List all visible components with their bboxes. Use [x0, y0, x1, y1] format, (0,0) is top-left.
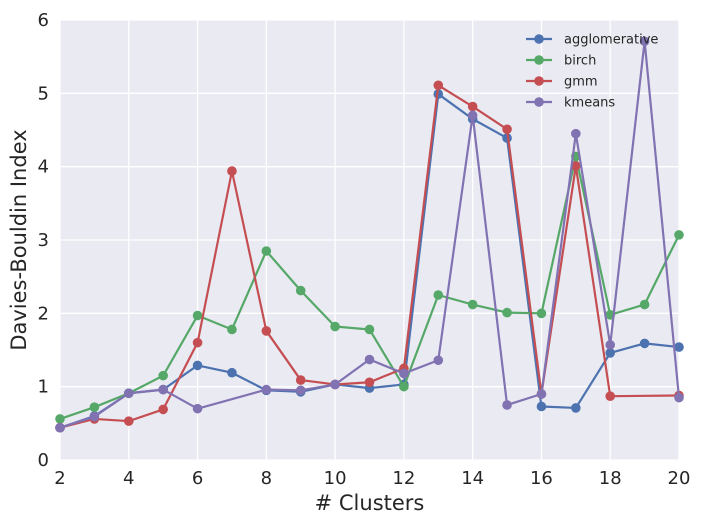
gmm-point: [227, 166, 237, 176]
kmeans-point: [467, 110, 478, 121]
kmeans-point: [674, 392, 684, 403]
gmm-point: [364, 377, 375, 388]
birch-point: [536, 308, 547, 319]
kmeans-point: [605, 340, 616, 350]
y-tick-label: 3: [38, 230, 49, 251]
birch-point: [295, 285, 306, 296]
kmeans-line: [59, 40, 681, 429]
birch-point: [227, 324, 237, 335]
kmeans-point: [364, 354, 375, 365]
legend-label: gmm: [564, 75, 598, 90]
agglomerative-point: [639, 338, 650, 349]
x-tick-label: 14: [461, 468, 484, 489]
series-kmeans: [55, 36, 684, 433]
gmm-point: [502, 124, 512, 135]
kmeans-point: [536, 389, 547, 399]
birch-point: [502, 307, 512, 318]
birch-point: [639, 299, 650, 310]
x-tick-label: 20: [668, 468, 691, 489]
kmeans-point: [433, 355, 444, 366]
agglomerative-point: [571, 403, 581, 413]
legend-marker: [534, 34, 544, 44]
y-tick-label: 4: [38, 157, 49, 178]
x-tick-label: 8: [261, 468, 272, 489]
x-tick-label: 12: [392, 468, 415, 489]
legend-item-birch: birch: [526, 54, 596, 69]
legend-item-kmeans: kmeans: [526, 96, 615, 111]
gmm-point: [467, 101, 478, 112]
y-axis-label: Davies-Bouldin Index: [7, 129, 31, 350]
legend-label: agglomerative: [564, 33, 658, 48]
kmeans-point: [89, 411, 100, 422]
birch-point: [674, 230, 684, 240]
birch-point: [89, 402, 100, 413]
birch-point: [433, 290, 444, 300]
gmm-point: [192, 337, 203, 348]
gmm-point: [295, 375, 306, 385]
birch-point: [330, 321, 340, 332]
kmeans-point: [639, 36, 650, 47]
birch-point: [467, 299, 478, 310]
x-tick-label: 16: [530, 468, 553, 489]
gmm-point: [433, 80, 444, 91]
grid-lines: [59, 19, 680, 461]
gmm-point: [261, 326, 272, 336]
birch-point: [399, 381, 409, 392]
kmeans-point: [261, 384, 272, 395]
legend-marker: [534, 97, 544, 107]
birch-point: [364, 324, 375, 335]
series-layer: [55, 36, 684, 433]
legend-label: kmeans: [564, 96, 615, 111]
agglomerative-point: [227, 367, 237, 378]
x-axis-label: # Clusters: [315, 491, 425, 515]
gmm-point: [605, 391, 616, 402]
legend-label: birch: [564, 54, 596, 69]
legend: agglomerative birch gmm kmeans: [526, 33, 658, 111]
kmeans-point: [571, 128, 581, 139]
kmeans-point: [502, 400, 512, 410]
x-tick-label: 10: [324, 468, 347, 489]
kmeans-point: [192, 403, 203, 414]
legend-marker: [534, 55, 544, 65]
y-tick-label: 2: [38, 303, 49, 324]
legend-marker: [534, 76, 544, 86]
x-tick-label: 4: [123, 468, 134, 489]
y-tick-label: 5: [38, 83, 49, 104]
x-tick-label: 18: [599, 468, 622, 489]
kmeans-point: [330, 379, 340, 390]
agglomerative-point: [674, 342, 684, 352]
y-tick-label: 0: [38, 450, 49, 471]
kmeans-point: [158, 384, 168, 395]
gmm-point: [123, 416, 134, 426]
gmm-point: [571, 161, 581, 171]
agglomerative-point: [192, 360, 203, 371]
series-birch: [55, 151, 684, 424]
kmeans-point: [123, 388, 134, 399]
agglomerative-point: [536, 401, 547, 412]
legend-item-agglomerative: agglomerative: [526, 33, 658, 48]
kmeans-point: [55, 422, 65, 433]
gmm-point: [158, 404, 168, 415]
x-tick-label: 6: [192, 468, 203, 489]
birch-point: [158, 370, 168, 381]
legend-item-gmm: gmm: [526, 75, 598, 90]
birch-point: [192, 310, 203, 321]
agglomerative-point: [605, 348, 616, 358]
kmeans-point: [399, 368, 409, 379]
y-tick-label: 6: [38, 10, 49, 31]
x-tick-label: 2: [54, 468, 65, 489]
kmeans-point: [295, 385, 306, 396]
birch-point: [55, 414, 65, 424]
y-tick-label: 1: [38, 377, 49, 398]
birch-point: [261, 246, 272, 256]
